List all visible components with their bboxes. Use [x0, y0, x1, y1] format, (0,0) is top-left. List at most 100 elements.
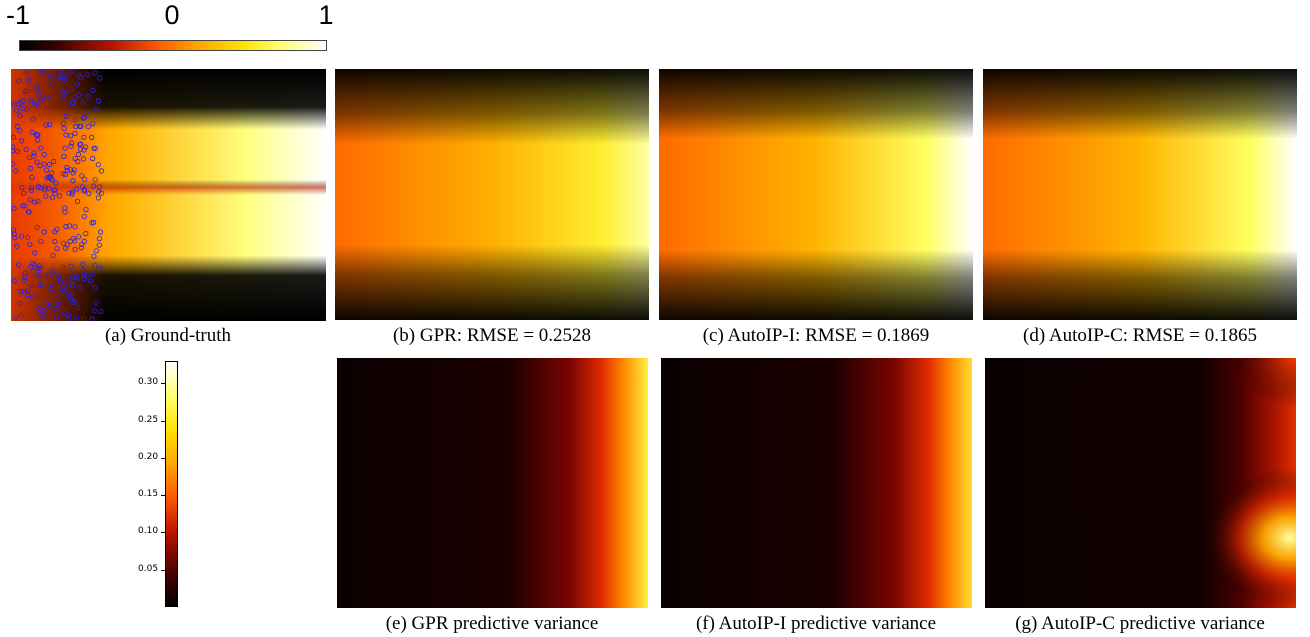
training-point: [70, 170, 76, 176]
training-point: [70, 99, 77, 106]
training-point: [92, 70, 98, 76]
training-point: [11, 205, 17, 212]
training-point: [38, 145, 44, 151]
training-point: [11, 148, 16, 154]
variance-tick-label: 0.25: [138, 414, 159, 425]
training-point: [56, 193, 63, 199]
heatmap-d: [983, 69, 1297, 320]
training-point: [35, 198, 41, 204]
training-point: [85, 93, 91, 99]
training-point: [95, 162, 101, 168]
training-point: [43, 167, 50, 173]
training-point: [41, 307, 47, 313]
training-point: [28, 187, 35, 194]
variance-tick-mark: [161, 383, 165, 385]
training-point: [51, 187, 57, 193]
training-point: [61, 310, 68, 317]
training-point: [91, 253, 97, 259]
training-point: [18, 312, 24, 318]
training-point: [95, 98, 102, 104]
training-point: [11, 231, 17, 237]
training-point: [21, 190, 27, 197]
training-point: [81, 134, 87, 140]
training-point: [17, 300, 23, 307]
training-point: [80, 261, 86, 267]
training-point: [51, 158, 57, 165]
training-point: [24, 288, 31, 294]
training-point: [62, 245, 69, 251]
training-point: [74, 81, 80, 87]
training-point: [76, 92, 82, 98]
training-point: [85, 71, 91, 78]
training-point: [70, 235, 76, 241]
training-point: [15, 123, 21, 130]
training-point: [72, 246, 78, 252]
training-point: [61, 125, 67, 132]
training-point: [36, 265, 43, 271]
training-point: [68, 297, 74, 303]
training-point: [81, 238, 88, 244]
top-colorbar-tick-1: 1: [318, 0, 334, 30]
training-point: [23, 88, 29, 94]
training-point: [43, 122, 49, 128]
training-point: [98, 168, 105, 174]
training-point: [43, 193, 49, 199]
training-point: [38, 69, 44, 74]
training-point: [97, 229, 104, 235]
panel-b-gpr: [335, 69, 649, 320]
training-point: [35, 184, 41, 190]
training-point: [11, 278, 17, 284]
training-point: [18, 288, 24, 295]
training-point: [66, 277, 72, 283]
training-point: [42, 184, 48, 190]
training-point: [24, 291, 30, 298]
training-point: [72, 117, 78, 123]
training-point: [13, 107, 20, 113]
training-point: [79, 241, 85, 247]
training-point: [66, 190, 72, 196]
training-point: [72, 130, 78, 137]
training-point: [69, 69, 75, 74]
training-point: [15, 262, 22, 268]
panel-e-gpr-variance: [337, 358, 648, 608]
training-point: [78, 123, 84, 130]
training-point: [27, 154, 33, 160]
training-point: [17, 128, 23, 134]
training-point: [97, 184, 103, 190]
training-point: [68, 143, 74, 149]
training-point: [89, 220, 95, 226]
training-point: [29, 129, 35, 136]
caption-g: (g) AutoIP-C predictive variance: [1015, 613, 1265, 634]
training-point: [36, 90, 42, 96]
training-point: [57, 69, 63, 74]
heatmap-a: [11, 69, 326, 321]
training-point: [38, 96, 45, 103]
training-point: [78, 141, 84, 147]
training-point: [35, 306, 42, 312]
training-point: [60, 240, 67, 246]
training-point: [94, 106, 100, 113]
training-point: [96, 189, 102, 195]
training-point: [80, 115, 87, 121]
training-point: [19, 185, 25, 191]
training-point: [72, 224, 78, 230]
training-point: [80, 156, 87, 162]
training-point: [37, 263, 43, 269]
training-point: [21, 277, 27, 283]
training-point: [77, 285, 83, 291]
training-point: [98, 308, 104, 315]
training-point: [20, 98, 26, 104]
training-point: [97, 265, 103, 271]
training-point: [81, 114, 88, 120]
caption-b: (b) GPR: RMSE = 0.2528: [392, 325, 592, 346]
training-point: [54, 246, 60, 252]
training-point: [63, 113, 69, 119]
training-point: [72, 299, 78, 305]
training-point: [22, 203, 28, 209]
training-point: [50, 268, 56, 274]
training-point: [45, 301, 51, 307]
training-point: [35, 273, 41, 279]
variance-tick-label: 0.30: [138, 377, 159, 388]
caption-c: (c) AutoIP-I: RMSE = 0.1869: [702, 325, 930, 346]
training-point: [78, 146, 84, 152]
